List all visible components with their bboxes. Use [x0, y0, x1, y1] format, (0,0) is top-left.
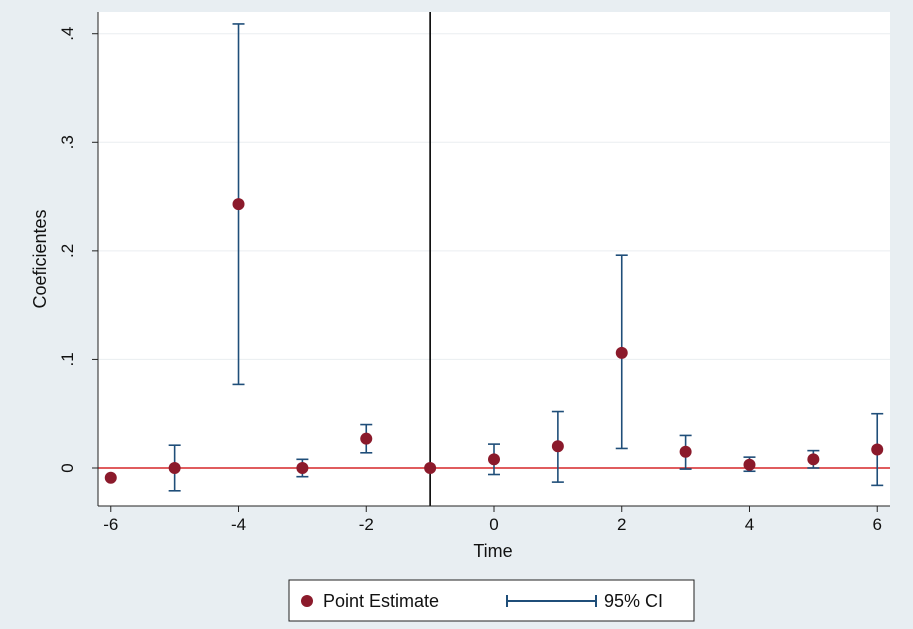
axis-layer: 0 .1 .2 .3 .4 -6 -4 -2 0 2 4 6 [58, 12, 890, 534]
y-tick-label-0: 0 [58, 463, 77, 472]
y-tick-label-4: .4 [58, 27, 77, 41]
x-tick-label-1: -4 [231, 515, 246, 534]
legend-label-95-ci: 95% CI [604, 591, 663, 611]
point-estimate-0 [104, 471, 117, 484]
x-tick-label-4: 2 [617, 515, 626, 534]
point-estimate-8 [615, 346, 628, 359]
point-estimate-1 [168, 462, 181, 474]
legend-box [288, 579, 695, 622]
point-estimate-6 [488, 453, 500, 466]
point-estimate-4 [360, 432, 373, 445]
point-estimate-12 [871, 443, 884, 456]
x-tick-label-3: 0 [489, 515, 498, 534]
x-axis-title: Time [473, 541, 512, 561]
legend: Point Estimate 95% CI [288, 579, 695, 622]
point-estimate-5 [424, 462, 437, 474]
y-tick-label-1: .1 [58, 352, 77, 366]
x-tick-label-6: 6 [872, 515, 881, 534]
legend-point-marker [301, 595, 313, 607]
plot-area [98, 12, 890, 506]
point-estimate-11 [807, 453, 820, 466]
point-layer [104, 198, 884, 484]
point-estimate-9 [679, 445, 692, 458]
y-tick-label-2: .2 [58, 244, 77, 258]
point-estimate-3 [296, 462, 309, 474]
x-tick-label-0: -6 [103, 515, 118, 534]
point-estimate-2 [232, 198, 245, 211]
y-axis-title: Coeficientes [30, 209, 50, 308]
x-tick-label-2: -2 [359, 515, 374, 534]
point-estimate-10 [743, 458, 756, 471]
legend-label-point-estimate: Point Estimate [323, 591, 439, 611]
point-estimate-7 [551, 440, 564, 453]
y-tick-label-3: .3 [58, 135, 77, 149]
x-tick-label-5: 4 [745, 515, 754, 534]
